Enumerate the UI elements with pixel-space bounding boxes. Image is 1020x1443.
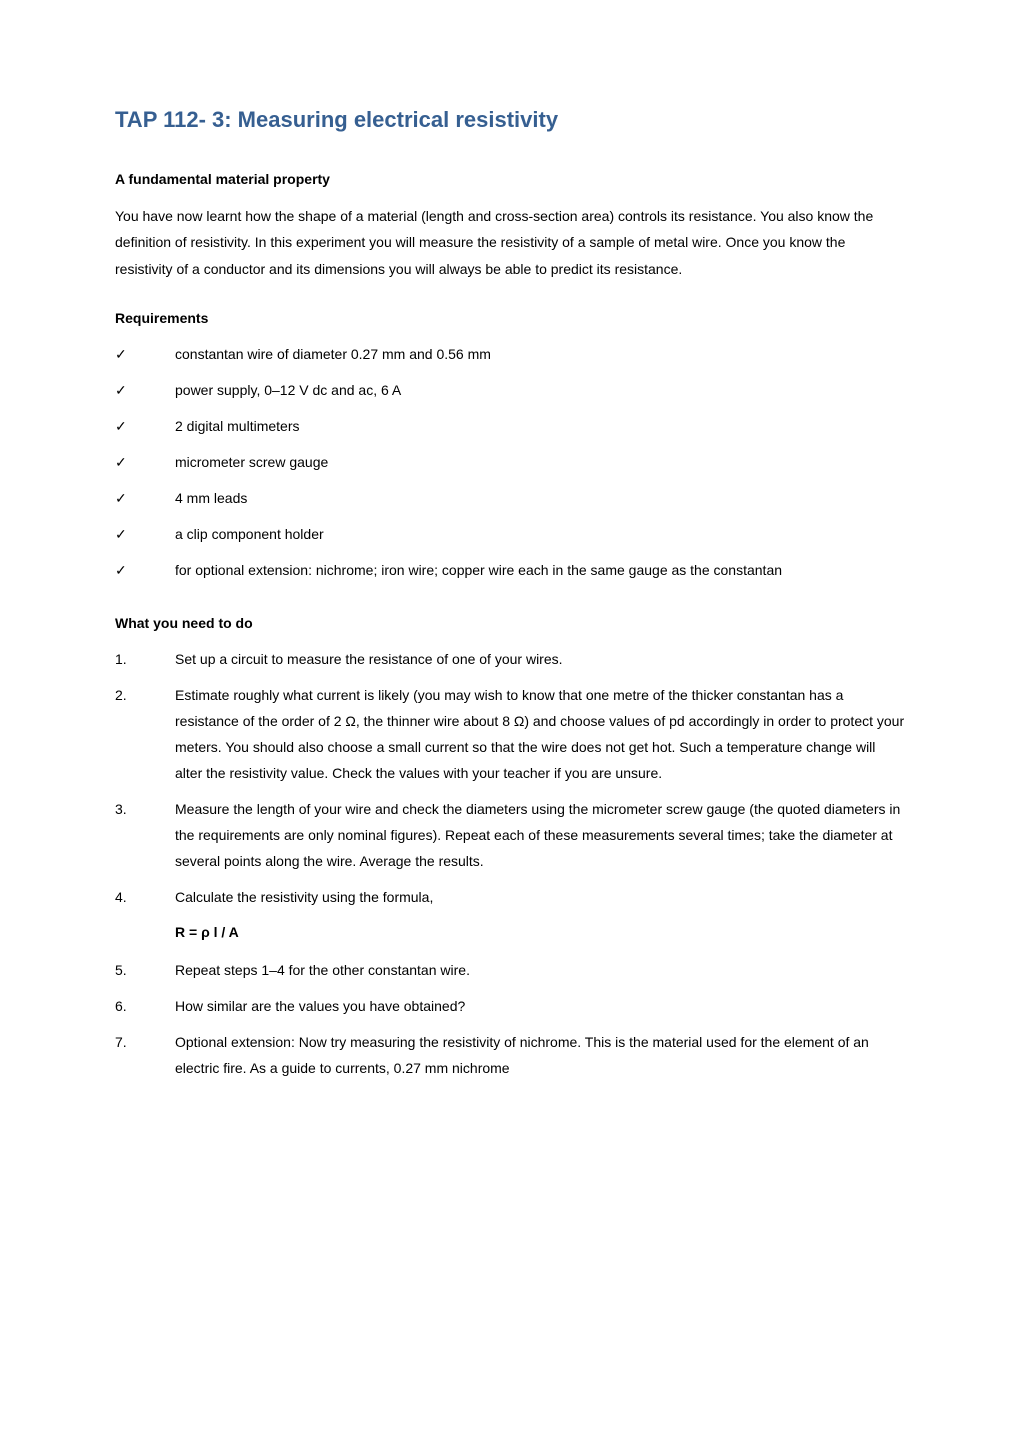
check-icon: ✓: [115, 522, 175, 548]
list-item-text: Measure the length of your wire and chec…: [175, 797, 905, 875]
list-item-text: Set up a circuit to measure the resistan…: [175, 647, 905, 673]
document-page: TAP 112- 3: Measuring electrical resisti…: [0, 0, 1020, 1443]
list-item-text: power supply, 0–12 V dc and ac, 6 A: [175, 378, 905, 404]
list-item-text: for optional extension: nichrome; iron w…: [175, 558, 905, 584]
list-number: 6.: [115, 994, 175, 1020]
paragraph-fundamental: You have now learnt how the shape of a m…: [115, 203, 905, 283]
section-heading-todo: What you need to do: [115, 611, 905, 637]
list-item: 2.Estimate roughly what current is likel…: [115, 683, 905, 787]
check-icon: ✓: [115, 342, 175, 368]
list-item: 7.Optional extension: Now try measuring …: [115, 1030, 905, 1082]
list-item-text: 4 mm leads: [175, 486, 905, 512]
list-item-text: Calculate the resistivity using the form…: [175, 885, 905, 911]
list-item: ✓micrometer screw gauge: [115, 450, 905, 476]
list-item-text: a clip component holder: [175, 522, 905, 548]
list-number: 3.: [115, 797, 175, 875]
page-title: TAP 112- 3: Measuring electrical resisti…: [115, 100, 905, 141]
check-icon: ✓: [115, 414, 175, 440]
list-item: 3.Measure the length of your wire and ch…: [115, 797, 905, 875]
list-number: 2.: [115, 683, 175, 787]
list-item-text: constantan wire of diameter 0.27 mm and …: [175, 342, 905, 368]
list-item: 6.How similar are the values you have ob…: [115, 994, 905, 1020]
resistivity-formula: R = ρ l / A: [115, 920, 905, 946]
list-item: ✓constantan wire of diameter 0.27 mm and…: [115, 342, 905, 368]
list-number: 7.: [115, 1030, 175, 1082]
check-icon: ✓: [115, 450, 175, 476]
list-number: 5.: [115, 958, 175, 984]
list-item-text: How similar are the values you have obta…: [175, 994, 905, 1020]
list-item-text: Estimate roughly what current is likely …: [175, 683, 905, 787]
list-item: ✓power supply, 0–12 V dc and ac, 6 A: [115, 378, 905, 404]
check-icon: ✓: [115, 378, 175, 404]
list-item-text: Repeat steps 1–4 for the other constanta…: [175, 958, 905, 984]
check-icon: ✓: [115, 486, 175, 512]
list-item: 1.Set up a circuit to measure the resist…: [115, 647, 905, 673]
list-item: ✓2 digital multimeters: [115, 414, 905, 440]
requirements-list: ✓constantan wire of diameter 0.27 mm and…: [115, 342, 905, 583]
list-item: ✓4 mm leads: [115, 486, 905, 512]
list-item-text: Optional extension: Now try measuring th…: [175, 1030, 905, 1082]
list-item: ✓a clip component holder: [115, 522, 905, 548]
list-item: ✓for optional extension: nichrome; iron …: [115, 558, 905, 584]
section-heading-fundamental: A fundamental material property: [115, 167, 905, 193]
list-item: 5.Repeat steps 1–4 for the other constan…: [115, 958, 905, 984]
list-item-text: 2 digital multimeters: [175, 414, 905, 440]
list-number: 1.: [115, 647, 175, 673]
section-heading-requirements: Requirements: [115, 306, 905, 332]
list-item: 4.Calculate the resistivity using the fo…: [115, 885, 905, 911]
list-number: 4.: [115, 885, 175, 911]
todo-list: 1.Set up a circuit to measure the resist…: [115, 647, 905, 1081]
list-item-text: micrometer screw gauge: [175, 450, 905, 476]
check-icon: ✓: [115, 558, 175, 584]
